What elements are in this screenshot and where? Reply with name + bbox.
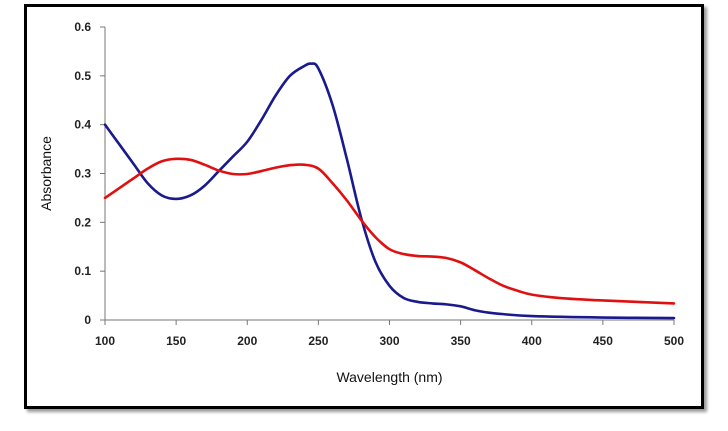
series-line-1 (103, 62, 676, 320)
x-ticks: 100 150 200 250 300 350 400 450 500 (95, 320, 684, 348)
y-tick-label: 0.6 (74, 20, 91, 34)
y-tick-label: 0.3 (74, 167, 91, 181)
x-tick-label: 200 (237, 334, 257, 348)
x-tick-label: 150 (166, 334, 186, 348)
x-tick-label: 500 (664, 334, 684, 348)
x-tick-label: 250 (308, 334, 328, 348)
x-axis-title: Wavelength (nm) (336, 369, 442, 385)
x-tick-label: 300 (379, 334, 399, 348)
x-tick-label: 350 (451, 334, 471, 348)
absorbance-chart: 100 150 200 250 300 350 400 450 500 0 0.1 0.2 0.3 0.… (38, 20, 684, 385)
y-tick-label: 0.2 (74, 215, 91, 229)
y-axis-title: Absorbance (38, 136, 54, 211)
x-tick-label: 400 (522, 334, 542, 348)
axes (104, 27, 674, 321)
chart-frame: 100 150 200 250 300 350 400 450 500 0 0.1 0.2 0.3 0.… (24, 4, 704, 409)
y-tick-label: 0.5 (74, 69, 91, 83)
series-line-2 (103, 157, 676, 305)
y-ticks: 0 0.1 0.2 0.3 0.4 0.5 0.6 (74, 20, 105, 327)
y-tick-label: 0.4 (74, 118, 91, 132)
x-tick-label: 450 (593, 334, 613, 348)
y-tick-label: 0.1 (74, 264, 91, 278)
series-lines (103, 62, 676, 320)
x-tick-label: 100 (95, 334, 115, 348)
y-tick-label: 0 (84, 313, 91, 327)
